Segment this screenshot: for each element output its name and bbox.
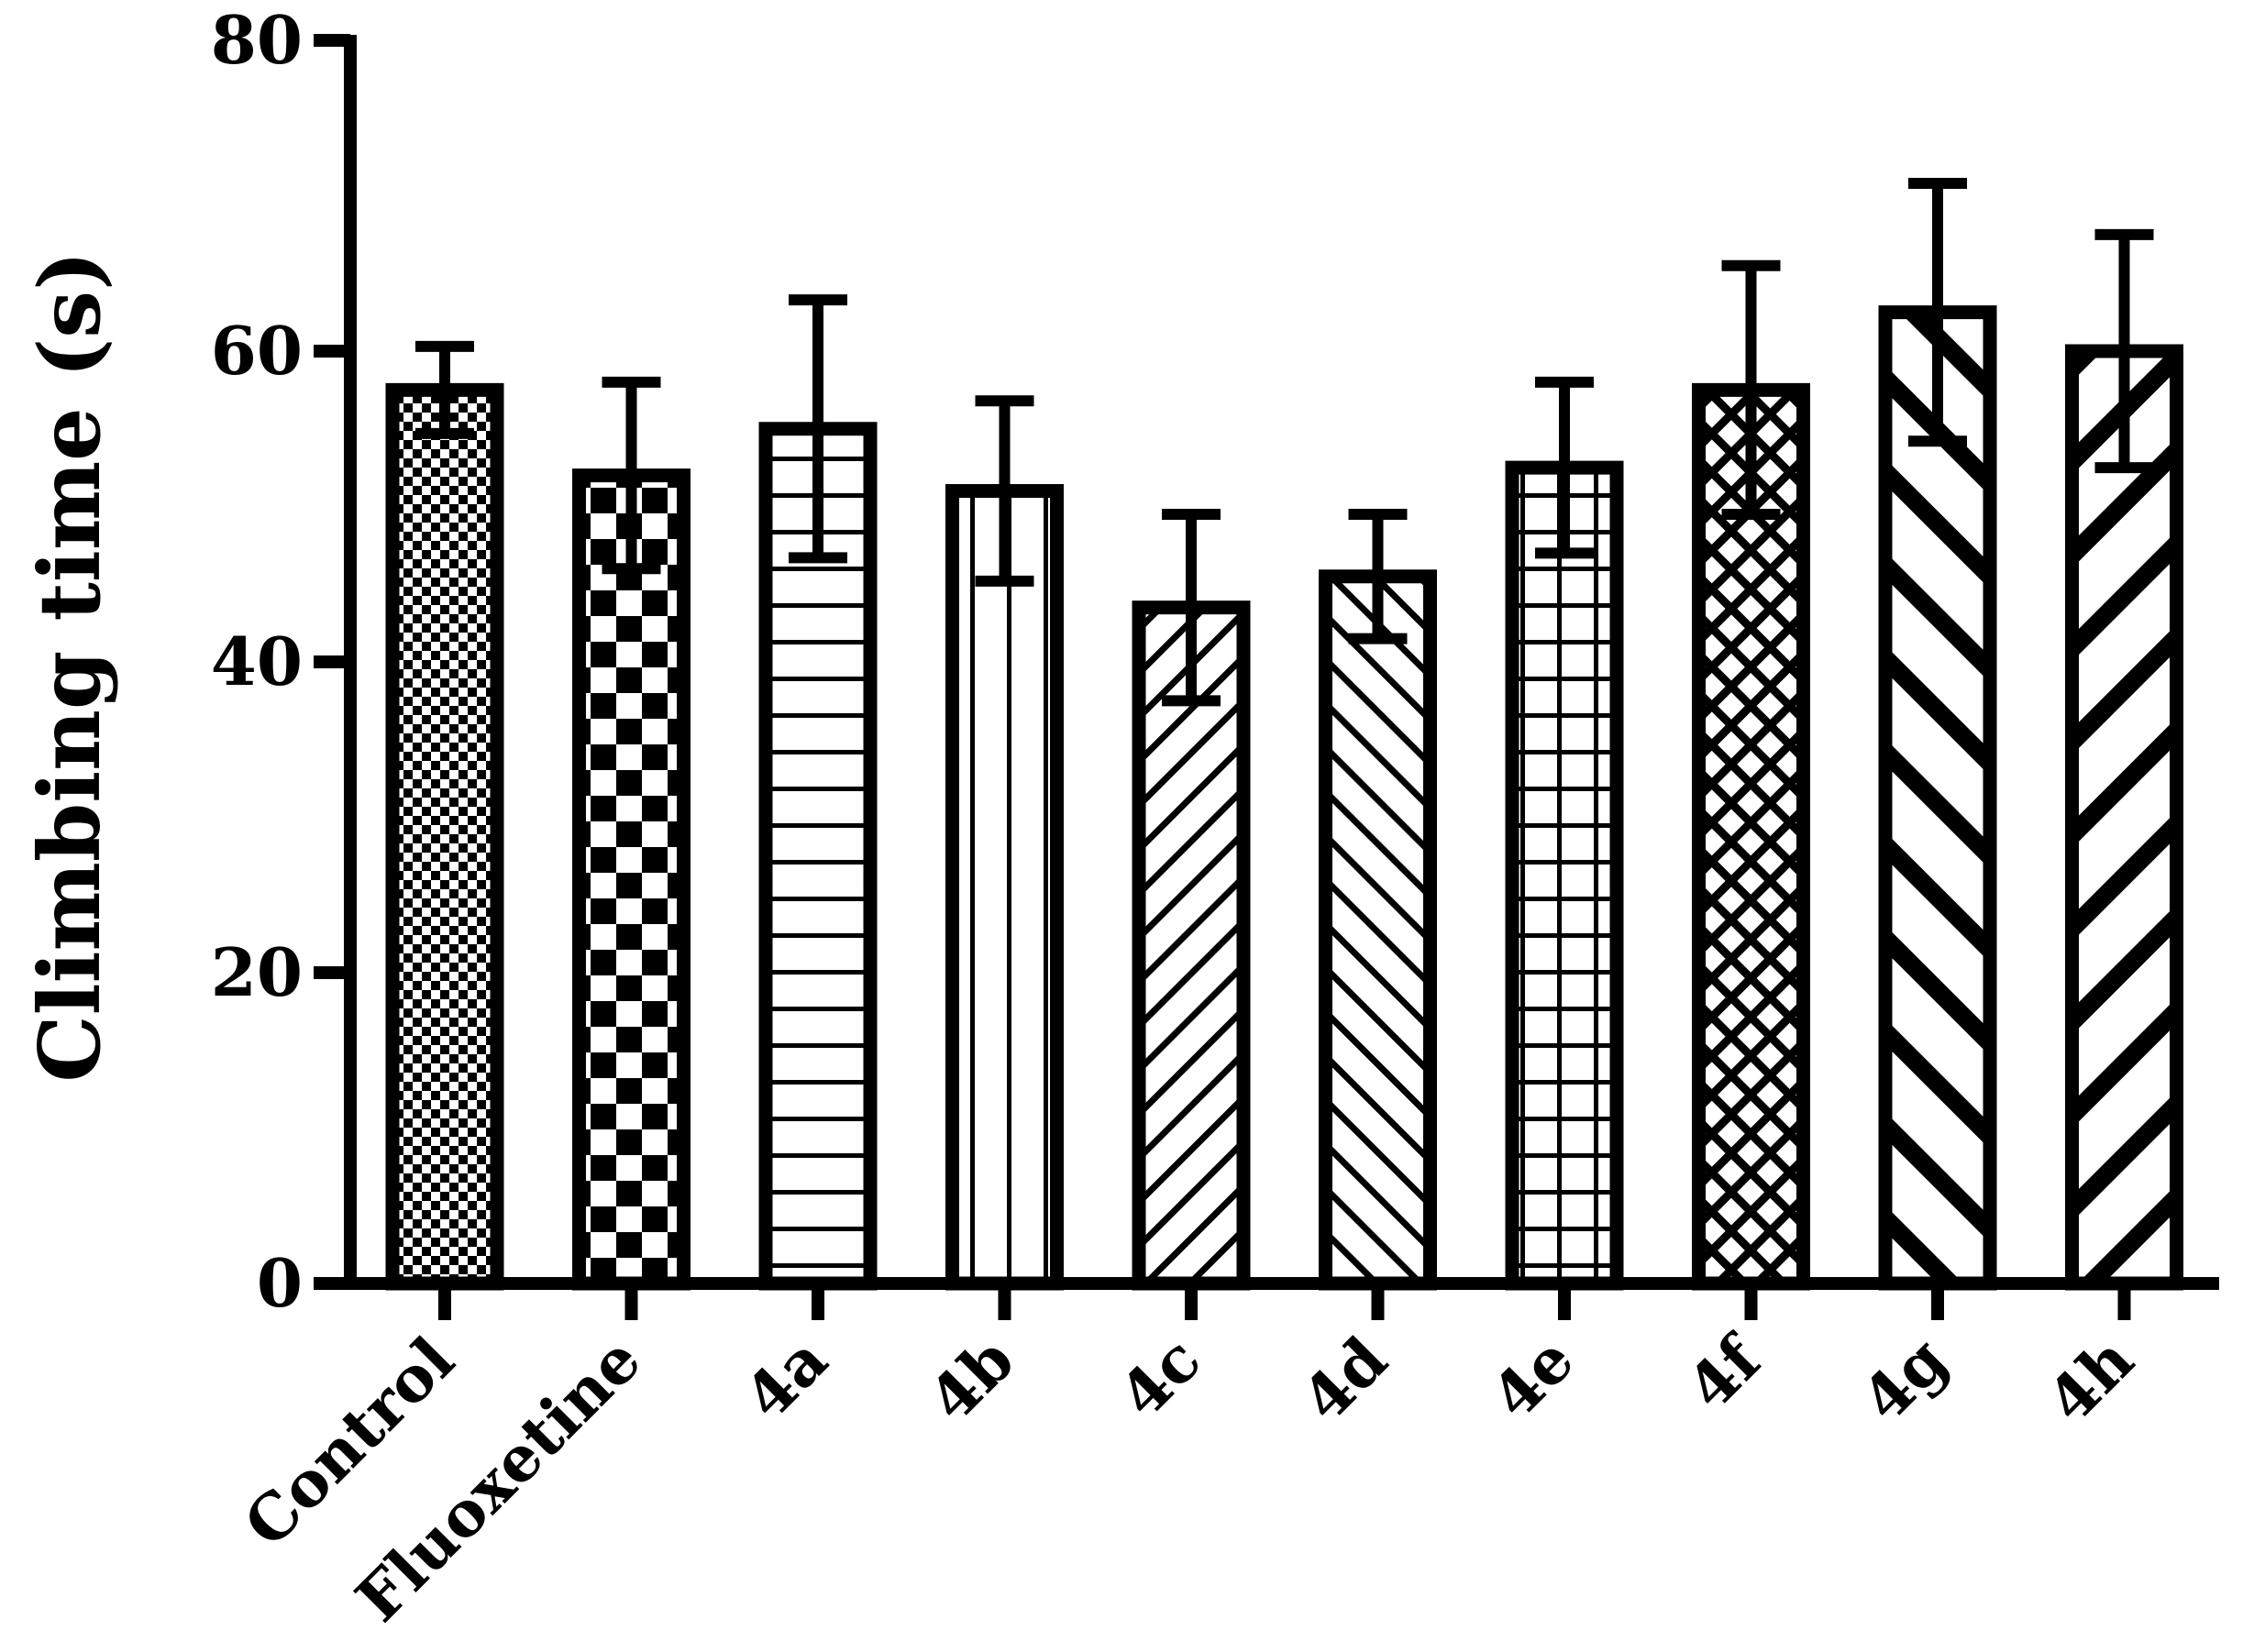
x-tick-label-4a: 4a [731,1323,842,1434]
bar-4f [1692,382,1810,1291]
x-tick-label-4b: 4b [915,1323,1029,1437]
x-tick-label-4f: 4f [1674,1321,1777,1425]
bar-control [385,382,504,1291]
x-tick-label-4h: 4h [2034,1323,2149,1437]
error-bars [415,177,2154,707]
bar-4e [1505,460,1624,1291]
y-tick-label: 80 [211,1,303,79]
bar-4h [2065,344,2183,1291]
bar-fluoxetine [572,468,691,1291]
bar-4b [945,484,1064,1291]
x-tick-label-4g: 4g [1848,1323,1961,1437]
bar-4d [1319,569,1437,1291]
x-tick-label-4d: 4d [1288,1323,1402,1437]
bar-4c [1132,600,1251,1291]
bar-4g [1878,305,1997,1291]
y-axis-title: Climbing time (s) [20,250,119,1082]
y-tick-label: 60 [211,312,303,390]
y-tick-label: 20 [211,933,303,1011]
axes [314,34,2219,1320]
x-tick-label-4c: 4c [1106,1323,1215,1432]
y-tick-label: 0 [257,1244,303,1322]
bars [385,305,2183,1291]
x-tick-label-4e: 4e [1477,1323,1588,1434]
y-tick-label: 40 [211,622,303,700]
